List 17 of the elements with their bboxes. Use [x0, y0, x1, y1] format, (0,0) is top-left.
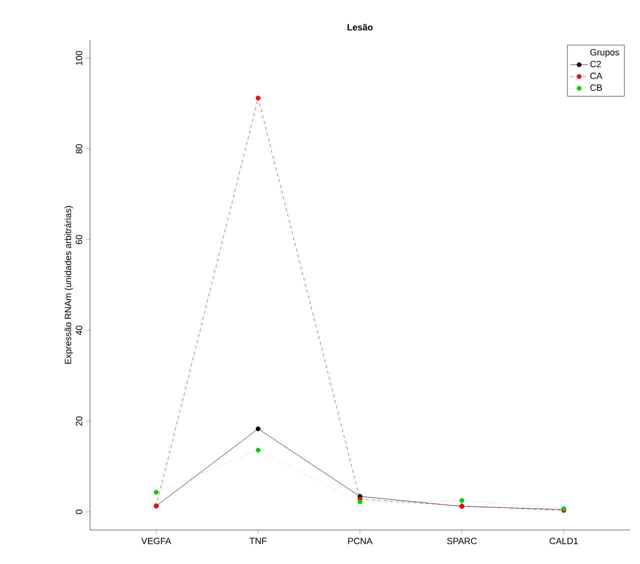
y-tick-label: 100: [76, 50, 82, 65]
legend-label: CB: [590, 84, 602, 91]
x-tick-label: CALD1: [550, 538, 578, 544]
x-tick-label: VEGFA: [141, 538, 172, 544]
y-tick-label: 60: [76, 234, 82, 244]
legend-label: C2: [590, 60, 601, 68]
y-tick-label: 40: [76, 326, 82, 336]
x-tick-label: SPARC: [447, 538, 477, 544]
y-axis-title: Expressão RNAm (unidades arbitrárias): [64, 206, 73, 364]
chart-title: Lesão: [348, 24, 373, 30]
legend-title: Grupos: [590, 49, 620, 58]
y-tick-label: 80: [76, 144, 82, 154]
x-tick-label: TNF: [250, 538, 267, 544]
y-tick-label: 20: [76, 416, 82, 426]
y-tick-label: 0: [76, 510, 82, 514]
x-tick-label: PCNA: [348, 538, 372, 544]
legend-label: CA: [590, 72, 602, 80]
